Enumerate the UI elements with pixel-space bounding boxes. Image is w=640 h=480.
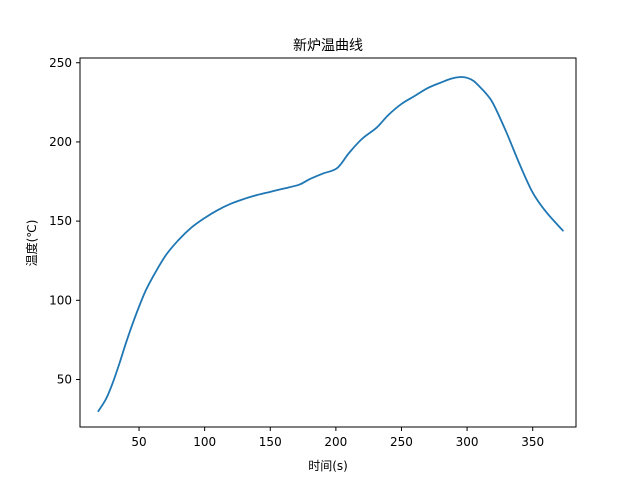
y-tick-label: 100 [49, 293, 72, 307]
y-tick-label: 250 [49, 56, 72, 70]
x-axis-label: 时间(s) [308, 459, 348, 473]
x-tick-label: 100 [193, 435, 216, 449]
x-tick-label: 150 [259, 435, 282, 449]
y-axis: 50 100 150 200 250 [49, 56, 80, 386]
x-axis: 50 100 150 200 250 300 350 [131, 427, 544, 449]
x-tick-label: 250 [390, 435, 413, 449]
chart-title: 新炉温曲线 [293, 38, 363, 54]
plot-area [97, 76, 564, 413]
x-tick-label: 200 [324, 435, 347, 449]
x-tick-label: 350 [521, 435, 544, 449]
x-tick-label: 50 [131, 435, 146, 449]
y-tick-label: 50 [57, 372, 72, 386]
x-tick-label: 300 [456, 435, 479, 449]
y-axis-label: 温度(℃) [24, 220, 39, 267]
series-line [97, 76, 564, 413]
y-tick-label: 200 [49, 135, 72, 149]
plot-frame [79, 57, 577, 428]
y-tick-label: 150 [49, 214, 72, 228]
